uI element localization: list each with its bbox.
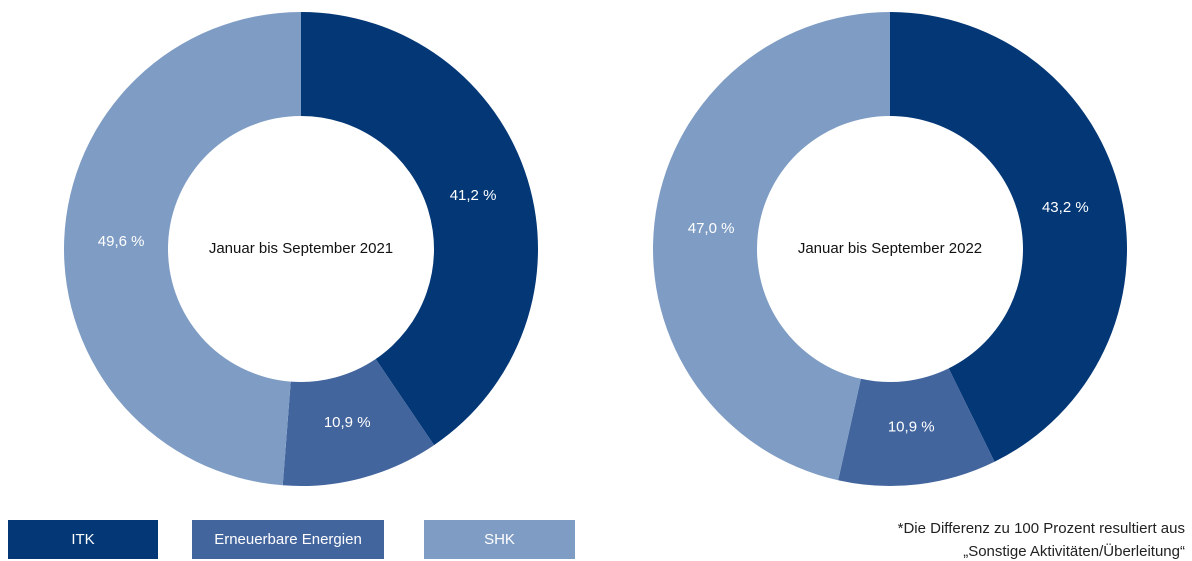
donut-slice: [282, 359, 435, 486]
donut-slice: [301, 12, 538, 446]
value-label: 49,6 %: [98, 233, 145, 250]
donut-slice: [838, 368, 995, 486]
legend-label: ITK: [71, 531, 94, 548]
legend-swatch: [192, 520, 384, 559]
center-label: Januar bis September 2021: [209, 240, 393, 257]
donut-slice: [653, 12, 890, 481]
value-label: 10,9 %: [888, 419, 935, 436]
donut-slice: [890, 12, 1127, 462]
footnote: *Die Differenz zu 100 Prozent resultiert…: [898, 520, 1185, 537]
legend-label: Erneuerbare Energien: [214, 531, 362, 548]
legend-swatch: [8, 520, 158, 559]
value-label: 41,2 %: [450, 187, 497, 204]
value-label: 10,9 %: [324, 414, 371, 431]
value-label: 43,2 %: [1042, 199, 1089, 216]
value-label: 47,0 %: [688, 220, 735, 237]
legend-label: SHK: [484, 531, 515, 548]
center-label: Januar bis September 2022: [798, 240, 982, 257]
footnote: „Sonstige Aktivitäten/Überleitung“: [963, 542, 1185, 560]
donut-slice: [64, 12, 301, 486]
legend-swatch: [424, 520, 575, 559]
